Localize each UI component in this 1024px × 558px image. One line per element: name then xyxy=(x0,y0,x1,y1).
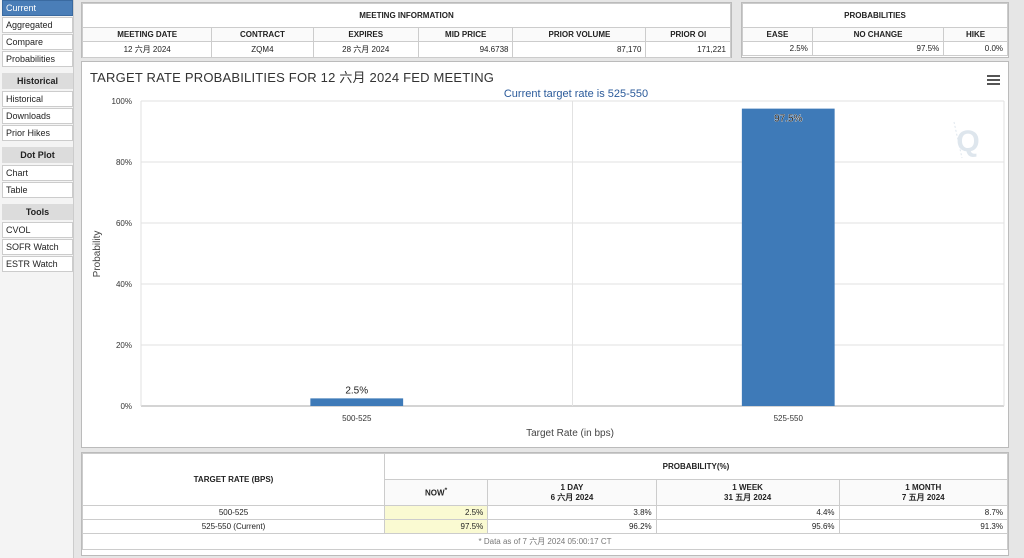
meeting-info-table: MEETING INFORMATION MEETING DATE CONTRAC… xyxy=(81,3,731,58)
day-cell: 3.8% xyxy=(487,505,657,520)
nav-probabilities[interactable]: Probabilities xyxy=(2,51,73,67)
col-1-month: 1 MONTH 7 五月 2024 xyxy=(838,479,1009,506)
week-cell: 4.4% xyxy=(655,505,840,520)
prob-header: NO CHANGE xyxy=(811,27,945,42)
data-timestamp-note: * Data as of 7 六月 2024 05:00:17 CT xyxy=(82,533,1008,550)
x-tick-label: 500-525 xyxy=(342,414,372,423)
nav-heading-dot-plot: Dot Plot xyxy=(2,147,73,163)
hamburger-menu-icon[interactable] xyxy=(987,75,1000,86)
nav-estr-watch[interactable]: ESTR Watch xyxy=(2,256,73,272)
y-axis-label: Probability xyxy=(92,231,103,278)
nav-compare[interactable]: Compare xyxy=(2,34,73,50)
target-rate-header: TARGET RATE (BPS) xyxy=(82,453,385,506)
hike-value: 0.0% xyxy=(943,41,1008,56)
nav-heading-tools: Tools xyxy=(2,204,73,220)
y-tick-label: 80% xyxy=(116,158,132,167)
ease-value: 2.5% xyxy=(742,41,813,56)
nav-current[interactable]: Current xyxy=(2,0,73,16)
nav-chart[interactable]: Chart xyxy=(2,165,73,181)
meeting-header: MID PRICE xyxy=(417,27,514,42)
meeting-header: EXPIRES xyxy=(312,27,419,42)
meeting-header: CONTRACT xyxy=(211,27,314,42)
x-axis-label: Target Rate (in bps) xyxy=(526,428,614,439)
rate-cell: 525-550 (Current) xyxy=(82,519,385,534)
col-1-week: 1 WEEK 31 五月 2024 xyxy=(655,479,840,506)
svg-text:Q: Q xyxy=(956,125,979,158)
month-cell: 91.3% xyxy=(838,519,1009,534)
y-tick-label: 100% xyxy=(112,97,132,106)
nav-sofr-watch[interactable]: SOFR Watch xyxy=(2,239,73,255)
bar[interactable] xyxy=(741,108,835,406)
contract: ZQM4 xyxy=(211,41,314,58)
chart-panel: TARGET RATE PROBABILITIES FOR 12 六月 2024… xyxy=(81,61,1009,448)
meeting-info-panel: MEETING INFORMATION MEETING DATE CONTRAC… xyxy=(81,2,732,58)
nav-aggregated[interactable]: Aggregated xyxy=(2,17,73,33)
q-logo-icon: Q xyxy=(953,121,980,159)
chart-subtitle: Current target rate is 525-550 xyxy=(504,88,648,100)
probability-header: PROBABILITY(%) xyxy=(384,453,1008,480)
bar-data-label: 2.5% xyxy=(345,385,368,396)
nav-cvol[interactable]: CVOL xyxy=(2,222,73,238)
nav-historical[interactable]: Historical xyxy=(2,91,73,107)
nav-prior-hikes[interactable]: Prior Hikes xyxy=(2,125,73,141)
y-tick-label: 40% xyxy=(116,280,132,289)
prob-header: EASE xyxy=(742,27,813,42)
probabilities-panel: PROBABILITIES EASE NO CHANGE HIKE 2.5% 9… xyxy=(741,2,1009,58)
probabilities-table: PROBABILITIES EASE NO CHANGE HIKE 2.5% 9… xyxy=(742,3,1008,56)
meeting-header: PRIOR VOLUME xyxy=(512,27,647,42)
bar-chart: Current target rate is 525-550 0% 20% 40% 6… xyxy=(92,88,1005,439)
probability-table: TARGET RATE (BPS) PROBABILITY(%) NOW* 1 … xyxy=(82,453,1009,550)
y-tick-label: 60% xyxy=(116,219,132,228)
bar-data-label: 97.5% xyxy=(774,114,802,125)
col-now: NOW* xyxy=(383,479,489,506)
bar[interactable] xyxy=(310,398,404,406)
day-cell: 96.2% xyxy=(487,519,657,534)
now-marker: * xyxy=(444,487,448,495)
expires: 28 六月 2024 xyxy=(312,41,419,58)
y-tick-label: 0% xyxy=(120,402,132,411)
x-tick-label: 525-550 xyxy=(774,414,804,423)
prior-oi: 171,221 xyxy=(645,41,731,58)
rate-cell: 500-525 xyxy=(82,505,385,520)
now-cell: 97.5% xyxy=(383,519,489,534)
nav-heading-historical: Historical xyxy=(2,73,73,89)
meeting-info-title: MEETING INFORMATION xyxy=(82,3,731,28)
nav-downloads[interactable]: Downloads xyxy=(2,108,73,124)
sidebar: Current Aggregated Compare Probabilities… xyxy=(0,0,74,558)
nav-table[interactable]: Table xyxy=(2,182,73,198)
probabilities-title: PROBABILITIES xyxy=(742,3,1008,28)
meeting-header: PRIOR OI xyxy=(645,27,731,42)
prior-volume: 87,170 xyxy=(512,41,647,58)
week-cell: 95.6% xyxy=(655,519,840,534)
now-cell: 2.5% xyxy=(383,505,489,520)
chart-title: TARGET RATE PROBABILITIES FOR 12 六月 2024… xyxy=(90,70,495,85)
no-change-value: 97.5% xyxy=(811,41,945,56)
table-row: 525-550 (Current) 97.5% 96.2% 95.6% 91.3… xyxy=(82,519,1009,534)
y-tick-label: 20% xyxy=(116,341,132,350)
table-row: 500-525 2.5% 3.8% 4.4% 8.7% xyxy=(82,505,1009,520)
col-1-day: 1 DAY 6 六月 2024 xyxy=(487,479,657,506)
meeting-date: 12 六月 2024 xyxy=(81,41,213,58)
meeting-header: MEETING DATE xyxy=(81,27,213,42)
prob-header: HIKE xyxy=(943,27,1008,42)
month-cell: 8.7% xyxy=(838,505,1009,520)
mid-price: 94.6738 xyxy=(417,41,514,58)
probability-table-panel: TARGET RATE (BPS) PROBABILITY(%) NOW* 1 … xyxy=(81,452,1009,556)
